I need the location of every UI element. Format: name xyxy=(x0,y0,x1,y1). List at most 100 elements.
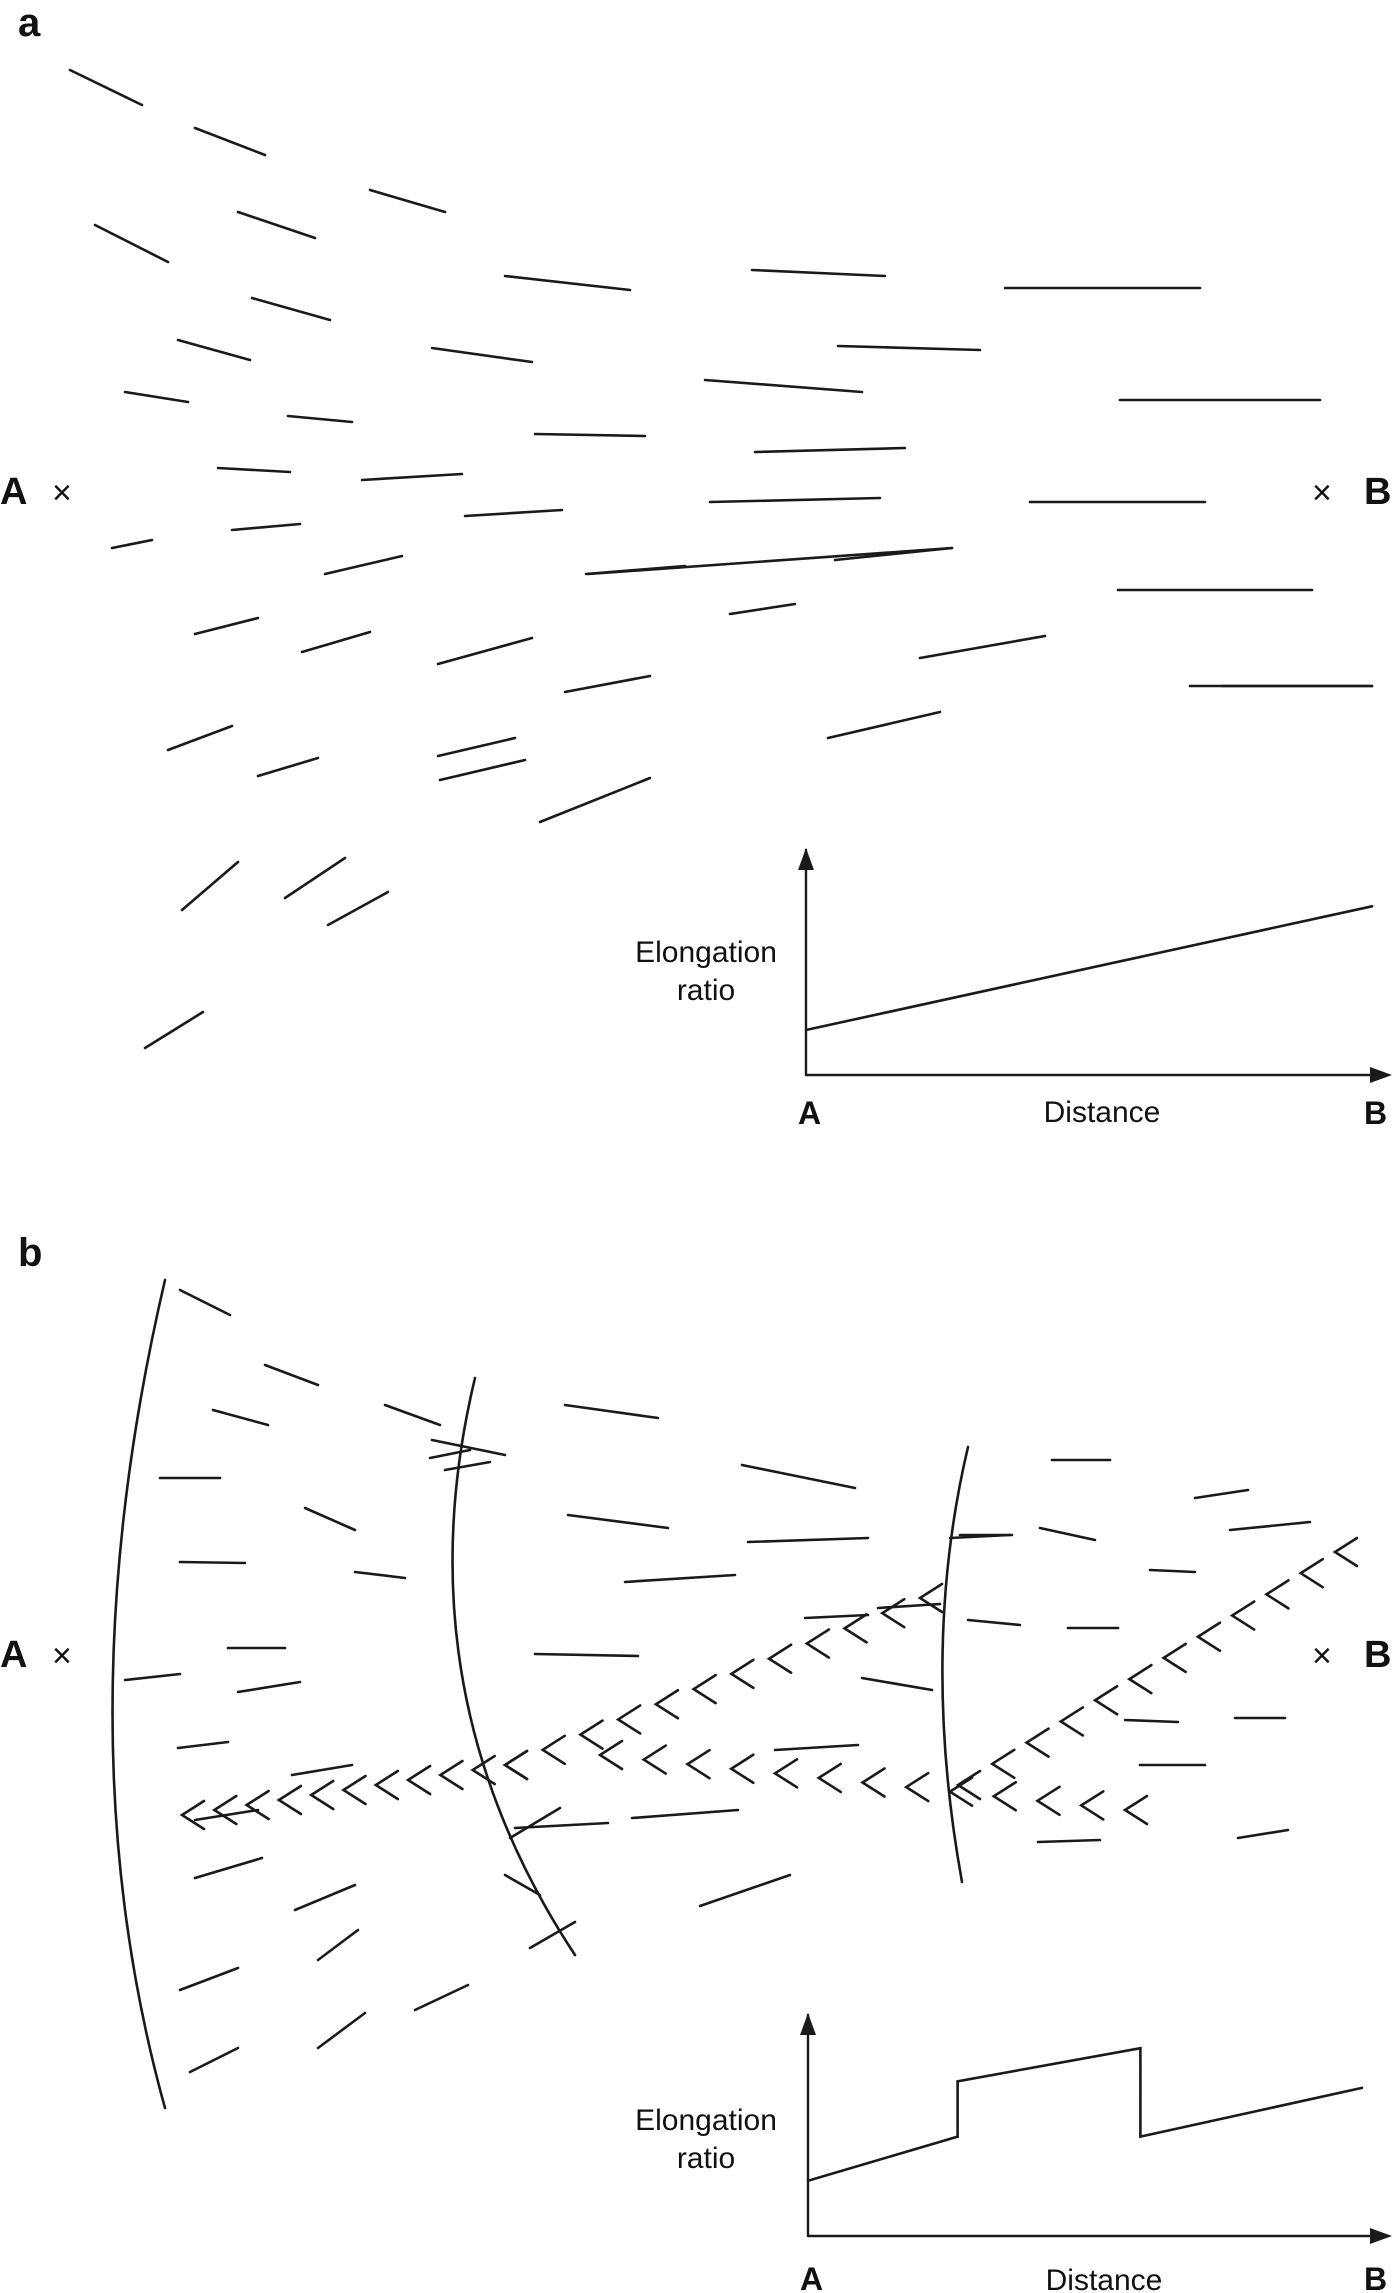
panel-b-chevron-15 xyxy=(615,1704,642,1735)
panel-b-chevron-18 xyxy=(728,1658,755,1690)
panel-b-chevron-10 xyxy=(470,1754,497,1786)
panel-b-fabric-line-32 xyxy=(176,1740,230,1750)
panel-a-point-b-cross: × xyxy=(1312,474,1332,512)
panel-b-chevron-25 xyxy=(641,1744,668,1775)
panel-a-fabric-line-15 xyxy=(703,378,864,394)
panel-b-chevron-39 xyxy=(1024,1727,1050,1758)
panel-a-fabric-line-14 xyxy=(286,414,354,424)
panel-a-axes xyxy=(804,848,1390,1077)
panel-a-label: a xyxy=(18,1,41,45)
panel-a: a A × × B Elongation ratio Distance A B xyxy=(0,1,1392,1131)
panel-b-chevron-43 xyxy=(1161,1642,1187,1674)
panel-a-fabric-line-45 xyxy=(326,890,390,927)
panel-a-fabric-line-38 xyxy=(166,724,234,752)
panel-a-fabric-line-23 xyxy=(708,496,882,504)
panel-b-fabric-line-39 xyxy=(1036,1838,1102,1844)
panel-b-ylabel-line1: Elongation xyxy=(635,2104,777,2137)
panel-a-fabric-line-9 xyxy=(250,296,332,322)
panel-b-fabric-line-53 xyxy=(503,1873,542,1897)
panel-b-chevron-9 xyxy=(437,1759,464,1791)
panel-b-fabric-line-37 xyxy=(630,1808,740,1820)
panel-a-fabric-line-43 xyxy=(180,860,240,912)
panel-b-chevron-22 xyxy=(879,1597,906,1629)
panel-b-chevron-33 xyxy=(991,1780,1018,1812)
panel-a-x-start-label: A xyxy=(798,1095,821,1131)
panel-b-fabric-line-18 xyxy=(353,1570,407,1580)
panel-a-fabric-line-32 xyxy=(436,636,534,666)
panel-b-fabric-line-4 xyxy=(383,1403,442,1427)
panel-b-chevron-48 xyxy=(1332,1536,1359,1568)
panel-b-chevron-6 xyxy=(341,1774,367,1806)
panel-a-fabric-line-35 xyxy=(918,634,1047,660)
panel-a-fabric-line-3 xyxy=(368,188,447,214)
panel-a-point-b-label: B xyxy=(1364,471,1391,513)
panel-b-fabric-line-34 xyxy=(773,1743,860,1752)
panel-b-fabric-line-17 xyxy=(178,1560,247,1565)
panel-a-x-axis-arrow xyxy=(1370,1067,1392,1083)
panel-b-fabric-line-22 xyxy=(1148,1568,1197,1574)
panel-b-fabric-line-27 xyxy=(123,1672,182,1682)
panel-a-x-end-label: B xyxy=(1364,1095,1387,1131)
panel-a-fabric-line-30 xyxy=(193,616,260,636)
panel-a-fabric-line-37 xyxy=(563,674,652,694)
panel-b-chevron-29 xyxy=(816,1762,843,1794)
panel-a-fabric-line-48 xyxy=(438,758,527,782)
panel-a-fabric-line-13 xyxy=(123,390,190,404)
panel-a-fabric-line-39 xyxy=(256,756,320,778)
panel-a-fabric-line-11 xyxy=(430,346,534,364)
panel-b-chevron-7 xyxy=(373,1769,400,1801)
panel-b-fabric-line-46 xyxy=(316,2011,367,2050)
panel-b-chevron-45 xyxy=(1229,1600,1256,1631)
panel-a-fabric-line-7 xyxy=(750,268,887,278)
panel-a-fabric-line-25 xyxy=(110,538,154,550)
panel-b-axes xyxy=(806,2013,1390,2238)
panel-b-chevron-19 xyxy=(766,1643,793,1675)
panel-b-fabric-line-52 xyxy=(508,1806,562,1840)
panel-b-fabric-line-33 xyxy=(290,1763,354,1777)
panel-b-fabric-line-21 xyxy=(803,1613,870,1620)
panel-b-fabric-line-5 xyxy=(430,1438,507,1457)
panel-b-chevron-2 xyxy=(211,1794,238,1826)
panel-b-x-end-label: B xyxy=(1364,2261,1387,2293)
panel-a-elongation-line xyxy=(804,904,1374,1032)
panel-b-chevron-14 xyxy=(578,1719,604,1750)
panel-b-chevron-36 xyxy=(1122,1794,1149,1826)
panel-b-fabric-line-3 xyxy=(211,1408,270,1427)
panel-b-fabric-line-50 xyxy=(443,1460,492,1472)
panel-a-fabric-line-44 xyxy=(283,856,347,900)
panel-b-chevron-35 xyxy=(1078,1790,1105,1821)
panel-b-fabric-line-43 xyxy=(698,1873,792,1908)
panel-a-fabric-line-20 xyxy=(360,472,464,482)
panel-b-chevron-28 xyxy=(772,1758,799,1789)
panel-b-chevron-46 xyxy=(1264,1579,1290,1610)
panel-b-fabric-line-30 xyxy=(1123,1718,1180,1724)
panel-b-inset-chart: Elongation ratio Distance A B xyxy=(635,2013,1392,2293)
panel-b-fabric-line-36 xyxy=(193,1808,260,1822)
panel-b-chevron-26 xyxy=(685,1748,711,1780)
panel-b-fabric-line-44 xyxy=(316,1928,360,1962)
panel-b-fabric-line-42 xyxy=(293,1883,357,1912)
panel-b-chevron-13 xyxy=(540,1734,567,1766)
panel-b-fabric-line-40 xyxy=(1236,1828,1290,1840)
panel-b-chevron-5 xyxy=(308,1779,335,1811)
panel-b-label: b xyxy=(18,1231,42,1275)
panel-b-chevron-4 xyxy=(276,1784,303,1816)
panel-b-chevron-27 xyxy=(728,1753,755,1785)
panel-b-fabric-line-16 xyxy=(1228,1520,1312,1532)
panel-a-fabric-line-12 xyxy=(836,344,982,352)
panel-a-fabric-line-31 xyxy=(300,630,372,654)
panel-b-fabric-line-19 xyxy=(623,1573,737,1584)
panel-a-fabric-line-42 xyxy=(826,710,942,740)
panel-b-x-start-label: A xyxy=(800,2261,823,2293)
panel-b-fabric-line-51 xyxy=(948,1533,1012,1540)
panel-b-fabric-line-54 xyxy=(528,1920,577,1950)
panel-b-chevron-38 xyxy=(989,1748,1016,1780)
panel-a-fabric-line-46 xyxy=(143,1010,205,1050)
panel-a-fabric-lines xyxy=(68,68,1374,1050)
panel-b-chevron-12 xyxy=(502,1749,529,1781)
panel-b-fabric-line-23 xyxy=(966,1618,1022,1627)
panel-b-chevron-30 xyxy=(860,1767,886,1798)
panel-b-elongation-line xyxy=(806,2046,1364,2183)
panel-a-fabric-line-1 xyxy=(68,68,144,107)
panel-b-xlabel: Distance xyxy=(1046,2264,1163,2293)
